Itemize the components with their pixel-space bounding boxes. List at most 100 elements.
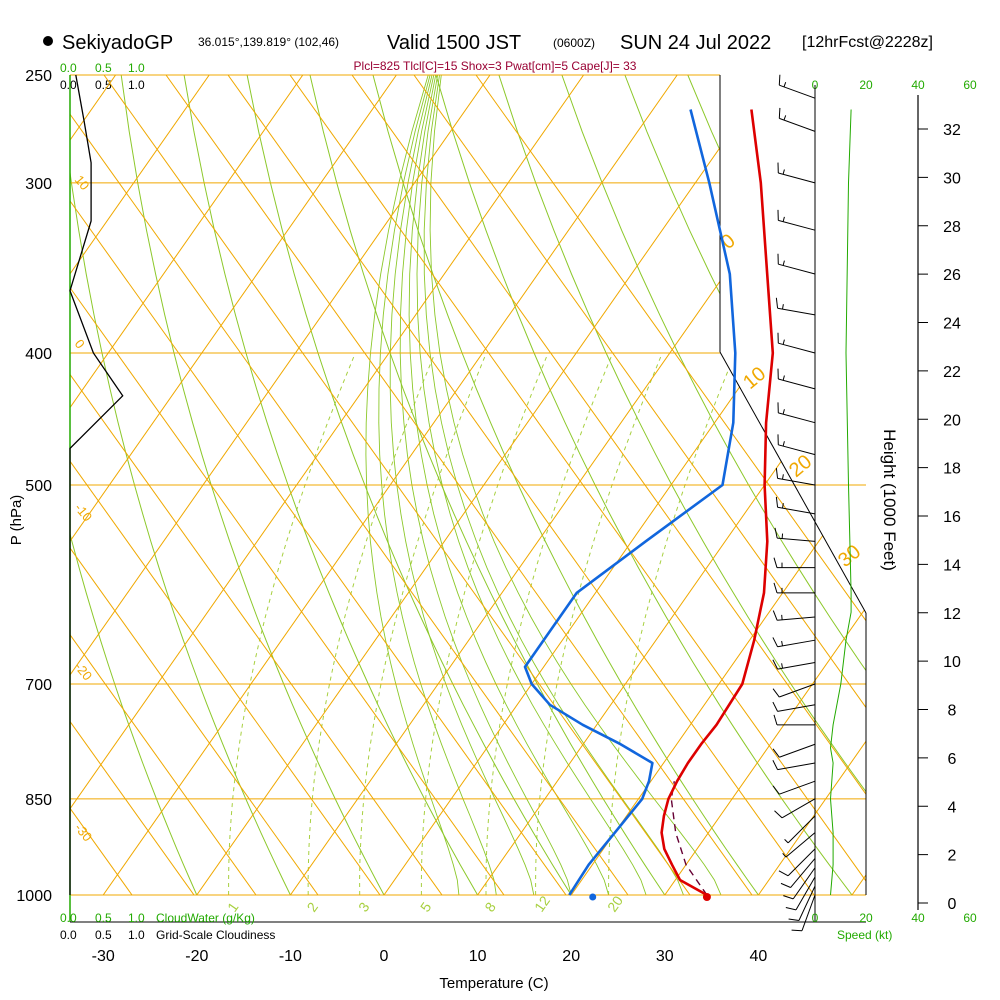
- dewpoint-profile: [523, 109, 737, 896]
- p-tick-400: 400: [25, 346, 52, 363]
- dry-adiabat-70: [561, 75, 866, 895]
- wind-barb: [772, 683, 816, 698]
- dry-adiabat-20: [246, 75, 572, 895]
- valid-time: Valid 1500 JST: [387, 32, 521, 54]
- moist-adiabat-8: [365, 75, 460, 895]
- speed-tick-40-top: 40: [911, 78, 925, 92]
- moist-adiabat-28: [416, 75, 647, 895]
- cloudiness-scale-0-bottom: 0.0: [60, 928, 77, 942]
- station-coords: 36.015°,139.819° (102,46): [198, 35, 339, 49]
- p-tick-300: 300: [25, 176, 52, 193]
- height-tick-28: 28: [943, 219, 961, 236]
- wind-barb: [775, 496, 816, 515]
- moist-adiabat-32: [423, 75, 684, 895]
- height-tick-0: 0: [948, 896, 957, 913]
- wind-barb: [783, 867, 816, 900]
- height-tick-16: 16: [943, 509, 961, 526]
- x-axis-label: Temperature (C): [439, 975, 548, 992]
- cloud-water-scale-1-bottom: 0.5: [95, 911, 112, 925]
- speed-tick-20-top: 20: [859, 78, 873, 92]
- cloudiness-scale-1-top: 0.5: [95, 78, 112, 92]
- p-tick-700: 700: [25, 677, 52, 694]
- wind-barb: [782, 832, 816, 858]
- wind-barb: [778, 107, 816, 132]
- surface-temperature-dot: [702, 893, 711, 901]
- cloudiness-label: Grid-Scale Cloudiness: [156, 928, 275, 942]
- wind-barb: [772, 780, 816, 795]
- surface-dewpoint-dot: [589, 893, 597, 901]
- dry-adiabat-10: [183, 75, 479, 895]
- dry-adiabat-30: [309, 75, 666, 895]
- mixing-ratio-label-2: 2: [304, 899, 322, 915]
- wind-barb: [773, 714, 815, 726]
- station-dot: [43, 36, 53, 46]
- x-tick-0: 0: [380, 948, 389, 965]
- wind-barb: [777, 332, 816, 354]
- station-name: SekiyadoGP: [62, 32, 173, 54]
- moist-adiabat-16: [389, 75, 535, 895]
- theta-e-label-10: 10: [739, 363, 770, 394]
- isotherm-40: [757, 75, 866, 895]
- cloud-water-scale-0-top: 0.0: [60, 61, 77, 75]
- wind-barb: [773, 582, 815, 594]
- mixing-ratio-label-8: 8: [481, 899, 499, 915]
- temperature-profile: [660, 109, 775, 897]
- height-tick-10: 10: [943, 654, 961, 671]
- moist-adiabat-36: [429, 75, 722, 895]
- cloudiness-scale-2-bottom: 1.0: [128, 928, 145, 942]
- x-tick-10: 10: [469, 948, 487, 965]
- wind-barb: [775, 467, 816, 486]
- speed-tick-40-bottom: 40: [911, 911, 925, 925]
- x-tick-20: 20: [562, 948, 580, 965]
- pressure-ticks: 250 300 400 500 700 850 1000: [16, 68, 52, 905]
- valid-date: SUN 24 Jul 2022: [620, 32, 771, 54]
- p-tick-500: 500: [25, 478, 52, 495]
- wind-barb: [772, 743, 816, 758]
- isotherm-label--10: -10: [72, 500, 96, 524]
- cloudiness-scale-0-top: 0.0: [60, 78, 77, 92]
- isotherm-label--20: -20: [72, 659, 96, 683]
- isotherm--70: [70, 75, 304, 895]
- moist-adiabat-20: [399, 75, 572, 895]
- isotherm-label-0: 0: [72, 336, 88, 351]
- isotherm-30: [664, 75, 866, 895]
- wind-barb: [772, 760, 816, 771]
- height-tick-6: 6: [948, 751, 957, 768]
- dry-adiabat--10: [70, 75, 291, 895]
- wind-barb: [772, 659, 816, 670]
- moist-adiabat-24: [408, 75, 610, 895]
- cloud-water-scale-2-bottom: 1.0: [128, 911, 145, 925]
- dry-adiabat-0: [120, 75, 385, 895]
- wind-barb: [784, 815, 816, 844]
- isotherm--80: [70, 75, 210, 895]
- speed-tick-0-bottom: 0: [812, 911, 819, 925]
- wind-barb: [777, 162, 816, 184]
- mixing-ratio-lines: [228, 352, 736, 895]
- wind-barb: [773, 557, 815, 569]
- wind-barb: [778, 74, 816, 99]
- isotherm-label-10: 10: [72, 172, 93, 193]
- height-tick-4: 4: [948, 799, 957, 816]
- height-tick-8: 8: [948, 703, 957, 720]
- wind-barb: [774, 527, 816, 542]
- height-tick-32: 32: [943, 122, 961, 139]
- x-tick-30: 30: [656, 948, 674, 965]
- utc-time: (0600Z): [553, 36, 595, 50]
- y-axis-label: P (hPa): [8, 495, 25, 546]
- p-tick-850: 850: [25, 792, 52, 809]
- x-tick--20: -20: [185, 948, 208, 965]
- mixing-ratio-label-5: 5: [417, 899, 435, 915]
- mixing-ratio-8: [485, 352, 614, 895]
- height-axis-label: Height (1000 Feet): [880, 429, 899, 571]
- wind-barb: [777, 209, 816, 231]
- wind-barb: [777, 402, 816, 424]
- temperature-ticks: -30 -20 -10 0 10 20 30 40: [92, 948, 768, 965]
- wind-barb: [785, 876, 816, 911]
- cloud-water-scale-0-bottom: 0.0: [60, 911, 77, 925]
- height-tick-22: 22: [943, 364, 961, 381]
- x-tick-40: 40: [750, 948, 768, 965]
- x-tick--10: -10: [279, 948, 302, 965]
- wind-speed-line: [829, 109, 852, 896]
- mixing-ratio-label-3: 3: [355, 899, 373, 915]
- theta-line-3: [70, 75, 257, 895]
